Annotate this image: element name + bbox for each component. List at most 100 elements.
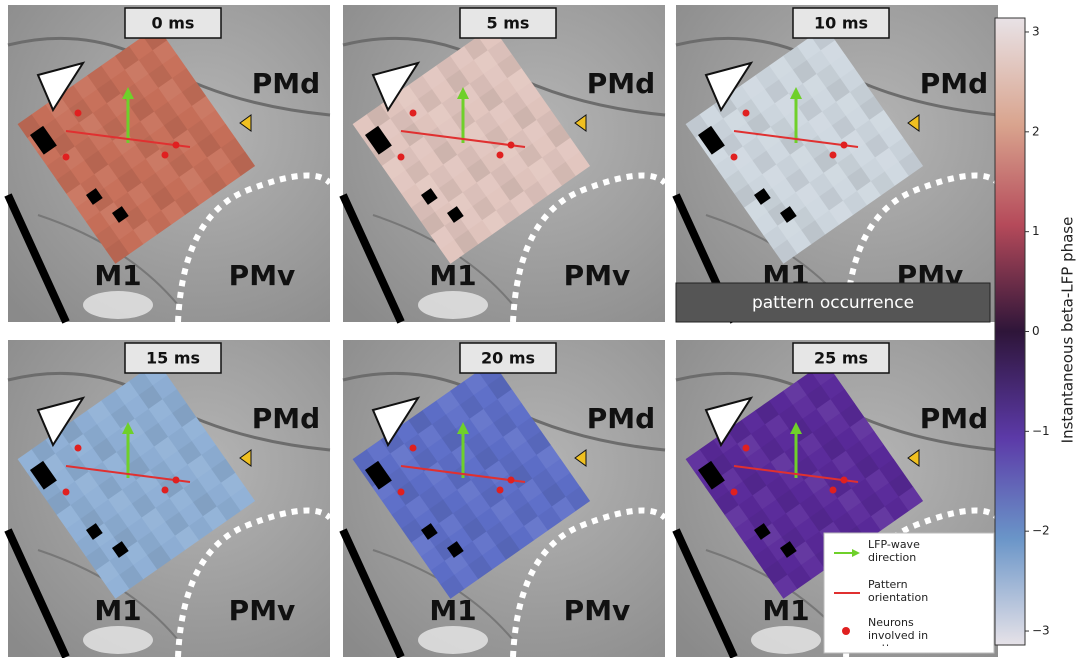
- banner: [675, 282, 991, 323]
- neuron: [840, 141, 848, 149]
- phase-map: [352, 26, 591, 264]
- sulcus: [4, 193, 70, 324]
- phase-shade: [230, 151, 256, 177]
- wave-direction-head: [457, 422, 469, 434]
- region-label: PMd: [920, 402, 988, 435]
- legend: LFP-wave direction Pattern orientation Neu…: [823, 532, 995, 654]
- time-label: 5 ms: [487, 14, 530, 33]
- colorbar-tick-label: 2: [1032, 124, 1040, 138]
- neuron: [840, 476, 848, 484]
- phase-shade: [898, 151, 924, 177]
- banner-label: pattern occurrence: [752, 293, 914, 313]
- orientation-marker-small: [907, 449, 920, 467]
- phase-cell: [565, 151, 591, 177]
- neuron: [397, 488, 405, 496]
- colorbar-tick-label: 3: [1032, 24, 1040, 38]
- array-corner: [421, 523, 438, 540]
- orientation-marker: [704, 396, 754, 448]
- area-border: [175, 172, 333, 323]
- bright-spot: [83, 626, 153, 654]
- region-label: PMd: [252, 402, 320, 435]
- region-label: M1: [94, 594, 141, 627]
- region-label: M1: [429, 594, 476, 627]
- array-corner: [447, 206, 464, 223]
- region-label: M1: [429, 259, 476, 292]
- colorbar-tick-label: −2: [1032, 524, 1050, 538]
- legend-entry-box: Pattern orientation: [868, 578, 929, 604]
- phase-map: [17, 361, 256, 599]
- neuron: [172, 476, 180, 484]
- region-label: PMv: [564, 594, 631, 627]
- time-box: [792, 342, 890, 374]
- area-border: [510, 507, 668, 658]
- legend-entry-box: Neurons involved in pattern: [868, 616, 928, 646]
- colorbar-tick-label: 1: [1032, 224, 1040, 238]
- region-label: PMv: [229, 259, 296, 292]
- array-corner: [447, 541, 464, 558]
- wave-direction-head: [457, 87, 469, 99]
- sulcus: [4, 528, 70, 658]
- neuron: [730, 153, 738, 161]
- array-corner: [365, 460, 392, 490]
- region-label: M1: [94, 259, 141, 292]
- array-corner: [30, 460, 57, 490]
- time-label: 10 ms: [814, 14, 868, 33]
- neuron: [74, 444, 82, 452]
- array-corner: [754, 188, 771, 205]
- area-border: [175, 507, 333, 658]
- colorbar-tick-label: 0: [1032, 324, 1040, 338]
- array-corner: [780, 206, 797, 223]
- wave-direction-head: [790, 87, 802, 99]
- orientation-marker-small: [239, 449, 252, 467]
- legend-dot: [842, 627, 850, 635]
- wave-direction-head: [790, 422, 802, 434]
- orientation-marker-small: [239, 114, 252, 132]
- pattern-orientation: [400, 130, 526, 148]
- array-corner: [112, 206, 129, 223]
- time-box: [792, 7, 890, 39]
- phase-shade: [898, 486, 924, 512]
- time-label: 25 ms: [814, 349, 868, 368]
- array-corner: [365, 125, 392, 155]
- time-label: 15 ms: [146, 349, 200, 368]
- neuron: [172, 141, 180, 149]
- legend-entry: Pattern orientation: [868, 578, 929, 604]
- pattern-orientation: [65, 465, 191, 483]
- neuron: [409, 109, 417, 117]
- panel: 20 ms PMd M1 PMv: [339, 340, 668, 658]
- time-label: 20 ms: [481, 349, 535, 368]
- region-label: PMd: [587, 67, 655, 100]
- array-corner: [112, 541, 129, 558]
- orientation-marker: [371, 61, 421, 113]
- region-label: M1: [762, 594, 809, 627]
- time-box: [459, 342, 557, 374]
- orientation-marker: [36, 61, 86, 113]
- legend-entry: LFP-wave direction: [868, 538, 920, 564]
- bright-spot: [751, 626, 821, 654]
- legend-entry-box: LFP-wave direction: [868, 538, 920, 564]
- neuron: [62, 488, 70, 496]
- phase-cell: [898, 486, 924, 512]
- panel: 5 ms PMd M1 PMv: [339, 5, 668, 324]
- area-border: [510, 172, 668, 323]
- time-box: [124, 342, 222, 374]
- colorbar-label: Instantaneous beta-LFP phase: [1059, 217, 1077, 444]
- phase-cell: [230, 486, 256, 512]
- orientation-marker: [704, 61, 754, 113]
- neuron: [829, 151, 837, 159]
- array-corner: [86, 188, 103, 205]
- sulcus: [672, 528, 738, 658]
- orientation-marker-small: [574, 449, 587, 467]
- phase-shade: [565, 486, 591, 512]
- time-box: [124, 7, 222, 39]
- array-corner: [698, 125, 725, 155]
- pattern-orientation: [733, 465, 859, 483]
- colorbar-tick-label: −1: [1032, 424, 1050, 438]
- neuron: [507, 141, 515, 149]
- time-box: [459, 7, 557, 39]
- region-label: PMd: [920, 67, 988, 100]
- array-corner: [30, 125, 57, 155]
